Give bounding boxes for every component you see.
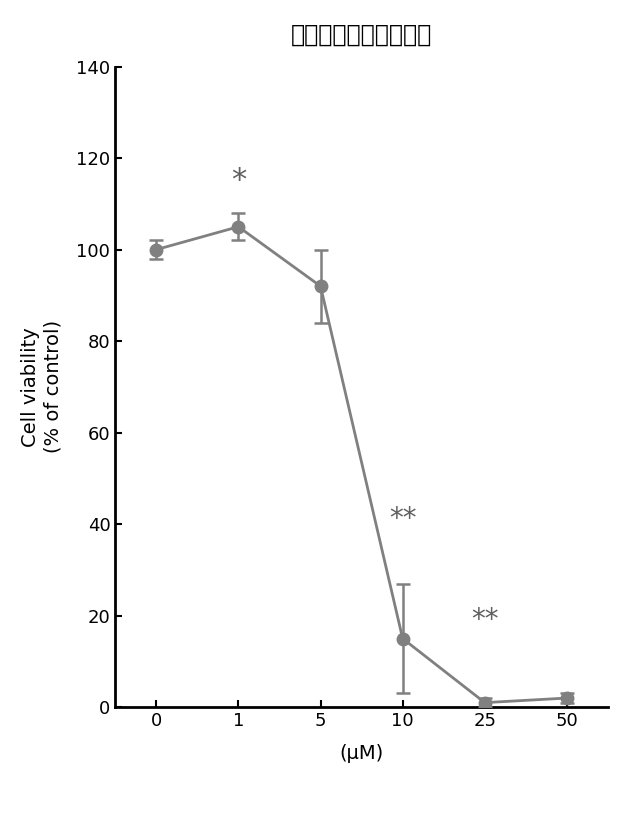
Y-axis label: Cell viability
(% of control): Cell viability (% of control): [21, 320, 62, 453]
Text: *: *: [231, 166, 246, 195]
Text: **: **: [471, 606, 499, 634]
Text: **: **: [389, 505, 417, 533]
Title: 作用濃度と細胞生存率: 作用濃度と細胞生存率: [291, 22, 432, 47]
X-axis label: (μM): (μM): [339, 744, 384, 763]
